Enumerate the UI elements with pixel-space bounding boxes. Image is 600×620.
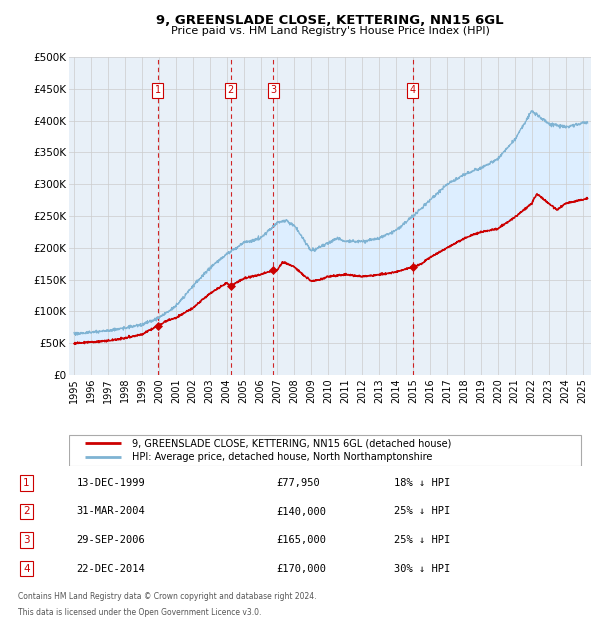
FancyBboxPatch shape — [69, 435, 581, 466]
Text: 29-SEP-2006: 29-SEP-2006 — [77, 535, 145, 545]
Text: 18% ↓ HPI: 18% ↓ HPI — [394, 478, 451, 488]
Text: 2: 2 — [23, 507, 30, 516]
Text: 13-DEC-1999: 13-DEC-1999 — [77, 478, 145, 488]
Text: This data is licensed under the Open Government Licence v3.0.: This data is licensed under the Open Gov… — [18, 608, 261, 617]
Text: Contains HM Land Registry data © Crown copyright and database right 2024.: Contains HM Land Registry data © Crown c… — [18, 592, 316, 601]
Text: 1: 1 — [155, 85, 161, 95]
Text: 4: 4 — [23, 564, 30, 574]
Text: £170,000: £170,000 — [277, 564, 326, 574]
Text: 3: 3 — [270, 85, 276, 95]
Text: 25% ↓ HPI: 25% ↓ HPI — [394, 507, 451, 516]
Text: Price paid vs. HM Land Registry's House Price Index (HPI): Price paid vs. HM Land Registry's House … — [170, 26, 490, 36]
Text: 1: 1 — [23, 478, 30, 488]
Text: 4: 4 — [409, 85, 416, 95]
Text: 25% ↓ HPI: 25% ↓ HPI — [394, 535, 451, 545]
Text: HPI: Average price, detached house, North Northamptonshire: HPI: Average price, detached house, Nort… — [131, 452, 432, 463]
Text: 2: 2 — [228, 85, 234, 95]
Text: £140,000: £140,000 — [277, 507, 326, 516]
Text: 3: 3 — [23, 535, 30, 545]
Text: £77,950: £77,950 — [277, 478, 320, 488]
Text: 9, GREENSLADE CLOSE, KETTERING, NN15 6GL (detached house): 9, GREENSLADE CLOSE, KETTERING, NN15 6GL… — [131, 438, 451, 448]
Text: 30% ↓ HPI: 30% ↓ HPI — [394, 564, 451, 574]
Text: £165,000: £165,000 — [277, 535, 326, 545]
Text: 31-MAR-2004: 31-MAR-2004 — [77, 507, 145, 516]
Text: 22-DEC-2014: 22-DEC-2014 — [77, 564, 145, 574]
Text: 9, GREENSLADE CLOSE, KETTERING, NN15 6GL: 9, GREENSLADE CLOSE, KETTERING, NN15 6GL — [156, 14, 504, 27]
